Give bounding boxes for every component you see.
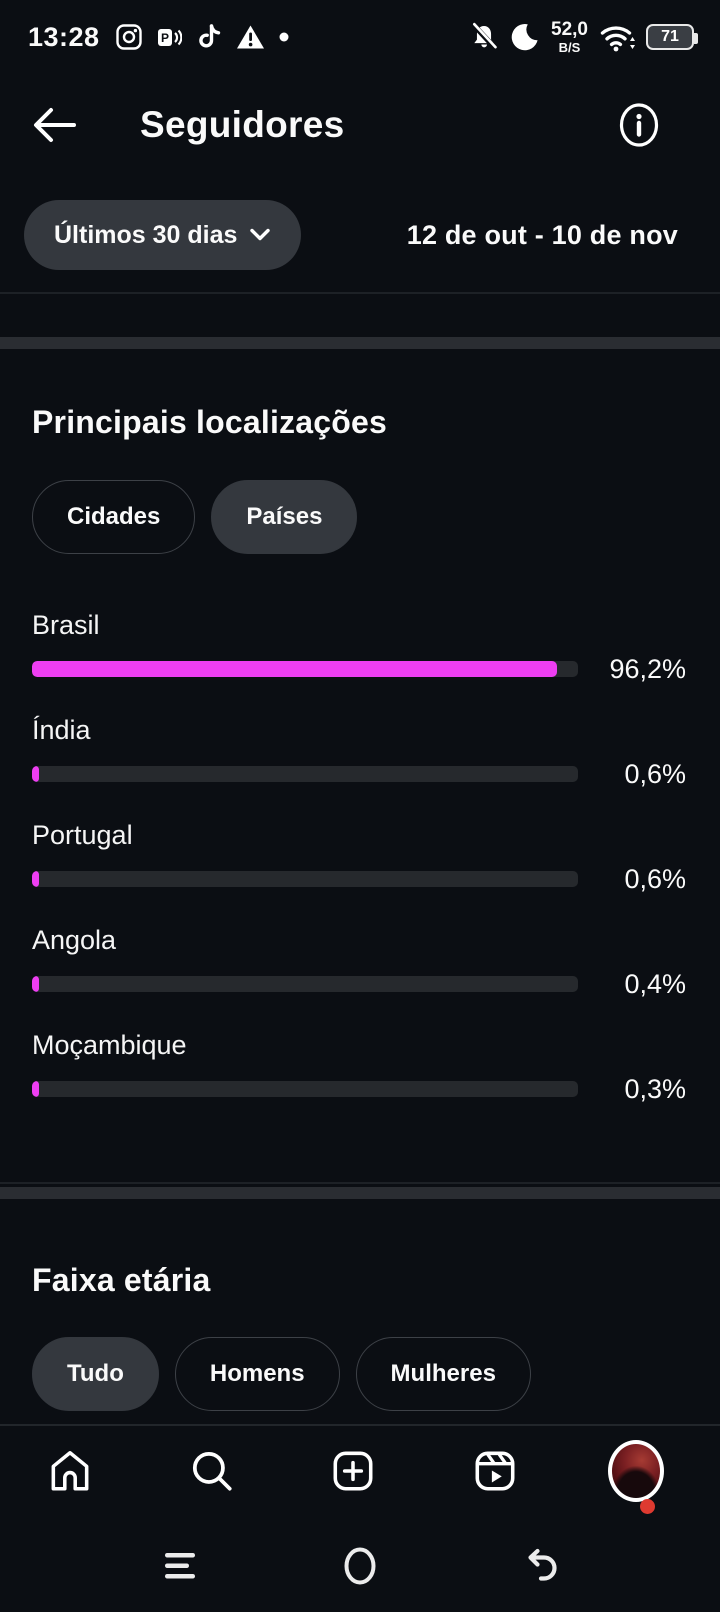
tiktok-notification-icon	[196, 23, 222, 51]
location-row: Moçambique 0,3%	[0, 1024, 720, 1129]
network-speed-unit: B/S	[558, 40, 581, 55]
bottom-nav-divider	[0, 1424, 720, 1426]
network-speed-value: 52,0	[551, 19, 588, 40]
location-row: Portugal 0,6%	[0, 814, 720, 919]
battery-percent: 71	[661, 28, 679, 45]
bar-fill	[32, 871, 39, 887]
battery-nub	[694, 33, 698, 44]
battery-icon: 71	[646, 24, 698, 50]
notification-dot	[640, 1499, 655, 1514]
clock: 13:28	[28, 21, 100, 52]
tab-cidades[interactable]: Cidades	[32, 480, 196, 554]
dot-indicator-icon	[279, 32, 289, 42]
location-name: Moçambique	[32, 1030, 187, 1060]
page-title: Seguidores	[140, 104, 345, 145]
locations-tabs: Cidades Países	[32, 480, 358, 554]
bar-fill	[32, 661, 558, 677]
location-row: Índia 0,6%	[0, 709, 720, 814]
section-divider	[0, 337, 720, 349]
bar-track	[32, 661, 578, 677]
location-name: Angola	[32, 925, 117, 955]
back-button[interactable]	[30, 103, 80, 147]
plus-icon	[333, 1451, 373, 1491]
location-percent: 0,3%	[624, 1073, 686, 1104]
bar-fill	[32, 766, 39, 782]
bar-track	[32, 766, 578, 782]
period-dropdown[interactable]: Últimos 30 dias	[24, 200, 302, 270]
android-back-button[interactable]	[512, 1538, 568, 1594]
chevron-down-icon	[250, 228, 271, 241]
tab-paises[interactable]: Países	[211, 480, 358, 554]
profile-avatar	[608, 1440, 664, 1502]
card-divider-line	[0, 1182, 720, 1184]
instagram-notification-icon	[115, 24, 142, 50]
tab-homens[interactable]: Homens	[174, 1337, 340, 1411]
age-tabs: Tudo Homens Mulheres	[32, 1337, 531, 1411]
android-home-button[interactable]	[332, 1538, 388, 1594]
home-icon	[51, 1451, 89, 1491]
create-post-tab[interactable]	[325, 1443, 381, 1499]
bar-fill	[32, 1081, 39, 1097]
location-name: Brasil	[32, 610, 100, 640]
svg-text:P: P	[161, 31, 169, 45]
wifi-icon	[600, 22, 636, 52]
notifications-muted-icon	[469, 22, 499, 52]
recent-apps-button[interactable]	[152, 1538, 208, 1594]
search-icon	[192, 1451, 232, 1491]
location-percent: 0,4%	[624, 968, 686, 999]
bar-fill	[32, 976, 39, 992]
android-navigation-bar	[0, 1520, 720, 1612]
bottom-navigation	[0, 1426, 720, 1516]
network-speed-indicator: 52,0 B/S	[551, 20, 588, 54]
do-not-disturb-moon-icon	[509, 22, 539, 52]
info-icon	[619, 103, 659, 147]
menu-lines-icon	[165, 1553, 195, 1579]
date-range-label: 12 de out - 10 de nov	[406, 220, 678, 250]
reels-icon	[475, 1451, 514, 1491]
warning-icon	[236, 24, 265, 50]
search-tab[interactable]	[184, 1443, 240, 1499]
info-button[interactable]	[616, 102, 662, 148]
tab-tudo[interactable]: Tudo	[32, 1337, 159, 1411]
age-section-title: Faixa etária	[32, 1262, 211, 1298]
locations-section-title: Principais localizações	[32, 404, 387, 440]
card-divider-line	[0, 292, 720, 294]
reels-tab[interactable]	[467, 1443, 523, 1499]
location-name: Portugal	[32, 820, 133, 850]
back-arrow-icon	[34, 108, 76, 142]
home-tab[interactable]	[42, 1443, 98, 1499]
location-row: Brasil 96,2%	[0, 604, 720, 709]
bar-track	[32, 976, 578, 992]
location-percent: 0,6%	[624, 758, 686, 789]
locations-bar-list: Brasil 96,2% Índia 0,6% Portugal 0,6% An…	[0, 604, 720, 1129]
period-dropdown-label: Últimos 30 dias	[54, 220, 238, 249]
back-curved-icon	[528, 1548, 557, 1581]
location-row: Angola 0,4%	[0, 919, 720, 1024]
location-name: Índia	[32, 715, 91, 745]
tab-mulheres[interactable]: Mulheres	[355, 1337, 531, 1411]
section-divider	[0, 1187, 720, 1199]
profile-tab[interactable]	[608, 1440, 664, 1502]
filter-row: Últimos 30 dias 12 de out - 10 de nov	[0, 200, 720, 272]
home-circle-icon	[344, 1547, 376, 1585]
page-header: Seguidores	[0, 84, 720, 166]
bar-track	[32, 871, 578, 887]
media-p-icon: P	[156, 24, 182, 50]
bar-track	[32, 1081, 578, 1097]
status-bar: 13:28 P 52,0 B/S 71	[0, 0, 720, 64]
location-percent: 0,6%	[624, 863, 686, 894]
location-percent: 96,2%	[609, 653, 686, 684]
